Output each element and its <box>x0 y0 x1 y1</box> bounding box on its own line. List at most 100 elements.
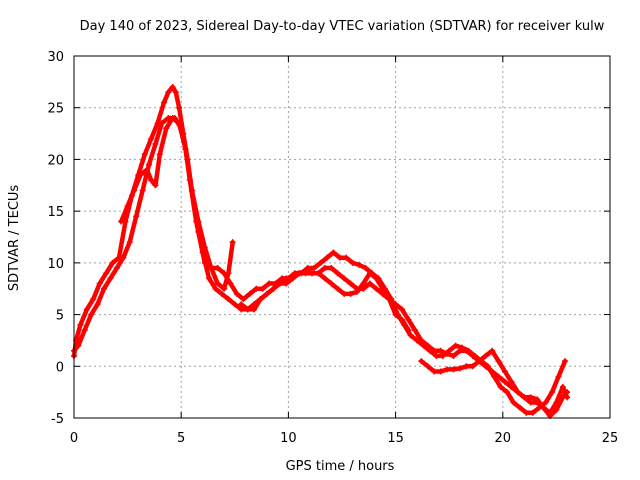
data-point <box>143 166 150 173</box>
data-point <box>195 218 202 225</box>
data-point <box>392 311 399 318</box>
data-point <box>424 342 431 349</box>
data-point <box>463 347 470 354</box>
data-point <box>221 285 228 292</box>
data-point <box>521 394 528 401</box>
y-tick-label: 10 <box>47 257 64 272</box>
data-point <box>482 352 489 359</box>
data-point <box>431 368 438 375</box>
data-point <box>176 104 183 111</box>
data-point <box>366 280 373 287</box>
data-point <box>296 270 303 277</box>
y-tick-label: 0 <box>56 360 64 375</box>
y-axis-label: SDTVAR / TECUs <box>7 185 22 292</box>
data-point <box>246 290 253 297</box>
data-point <box>161 99 168 106</box>
data-point <box>540 404 547 411</box>
data-point <box>133 213 140 220</box>
y-tick-label: 15 <box>47 205 64 220</box>
data-point <box>75 342 82 349</box>
data-point <box>386 296 393 303</box>
data-point <box>231 301 238 308</box>
data-point <box>366 270 373 277</box>
data-point <box>559 394 566 401</box>
data-point <box>188 187 195 194</box>
data-point <box>559 383 566 390</box>
x-tick-label: 20 <box>495 431 512 446</box>
data-point <box>124 202 131 209</box>
data-point <box>148 135 155 142</box>
data-point <box>214 265 221 272</box>
data-point <box>323 254 330 261</box>
data-point <box>354 288 361 295</box>
data-point <box>233 290 240 297</box>
data-point <box>163 125 170 132</box>
y-tick-label: 25 <box>47 102 64 117</box>
series-trace-a <box>71 84 568 416</box>
data-point <box>176 120 183 127</box>
data-point <box>418 358 425 365</box>
data-point <box>158 120 165 127</box>
data-point <box>165 89 172 96</box>
data-point <box>463 363 470 370</box>
data-point <box>334 270 341 277</box>
data-point <box>405 316 412 323</box>
series-trace-c <box>118 115 235 291</box>
data-point <box>276 280 283 287</box>
data-point <box>225 270 232 277</box>
data-point <box>424 363 431 370</box>
data-point <box>120 254 127 261</box>
x-tick-label: 15 <box>387 431 404 446</box>
series-trace-d <box>419 348 570 419</box>
data-point <box>257 296 264 303</box>
y-tick-label: 20 <box>47 153 64 168</box>
data-point <box>336 254 343 261</box>
data-point <box>81 327 88 334</box>
data-point <box>482 363 489 370</box>
data-point <box>516 404 523 411</box>
data-point <box>549 389 556 396</box>
data-point <box>456 365 463 372</box>
data-point <box>251 306 258 313</box>
data-point <box>553 406 560 413</box>
data-point <box>362 265 369 272</box>
data-point <box>244 306 251 313</box>
data-point <box>343 254 350 261</box>
data-point <box>341 275 348 282</box>
data-point <box>469 363 476 370</box>
data-point <box>489 368 496 375</box>
data-point <box>182 146 189 153</box>
data-point <box>259 285 266 292</box>
data-point <box>469 352 476 359</box>
data-point <box>564 389 571 396</box>
data-point <box>113 265 120 272</box>
data-point <box>501 368 508 375</box>
data-point <box>444 350 451 357</box>
data-point <box>452 342 459 349</box>
data-point <box>212 285 219 292</box>
data-point <box>495 358 502 365</box>
data-point <box>266 280 273 287</box>
data-point <box>542 399 549 406</box>
data-point <box>152 182 159 189</box>
data-point <box>341 290 348 297</box>
plot-frame <box>73 55 611 419</box>
chart-title: Day 140 of 2023, Sidereal Day-to-day VTE… <box>80 19 605 34</box>
data-point <box>534 396 541 403</box>
data-point <box>347 290 354 297</box>
data-point <box>96 280 103 287</box>
data-point <box>321 265 328 272</box>
data-point <box>172 89 179 96</box>
data-point <box>283 275 290 282</box>
data-point <box>561 358 568 365</box>
data-point <box>208 265 215 272</box>
x-tick-label: 0 <box>70 431 78 446</box>
data-point <box>504 389 511 396</box>
data-point <box>330 249 337 256</box>
data-point <box>347 280 354 287</box>
grid-layer <box>74 56 610 418</box>
data-point <box>431 347 438 354</box>
data-point <box>107 275 114 282</box>
data-point <box>379 285 386 292</box>
data-point <box>399 316 406 323</box>
